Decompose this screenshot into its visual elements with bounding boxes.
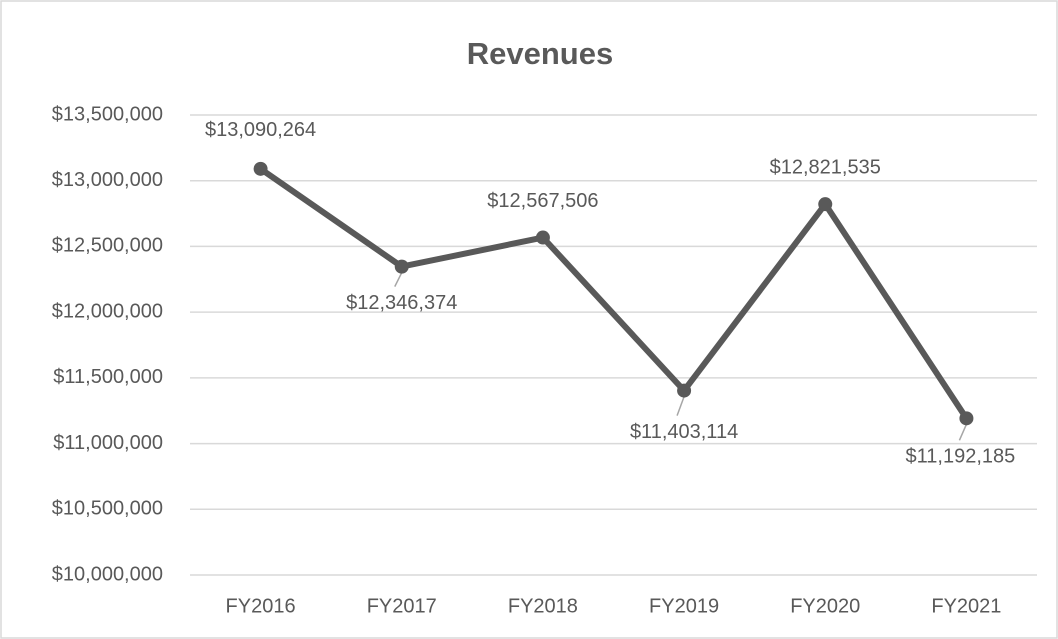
data-point	[818, 197, 833, 212]
data-point	[253, 161, 268, 176]
data-point	[677, 383, 692, 398]
data-line	[258, 166, 969, 420]
data-point	[959, 411, 974, 426]
data-point	[535, 230, 550, 245]
data-label: $11,403,114	[630, 421, 738, 443]
y-tick-label: $13,000,000	[52, 169, 163, 191]
x-tick-label: FY2021	[931, 595, 1001, 617]
x-tick-label: FY2020	[790, 595, 860, 617]
y-tick-label: $12,500,000	[52, 235, 163, 257]
y-tick-label: $12,000,000	[52, 300, 163, 322]
data-label: $11,192,185	[906, 446, 1016, 468]
x-tick-label: FY2017	[367, 595, 437, 617]
leader-line	[958, 424, 968, 441]
data-label: $12,821,535	[770, 156, 881, 178]
y-tick-label: $11,000,000	[53, 432, 163, 454]
data-point	[394, 259, 409, 274]
chart-title: Revenues	[467, 36, 613, 71]
leader-line	[676, 396, 685, 416]
x-tick-label: FY2019	[649, 595, 719, 617]
x-tick-label: FY2016	[226, 595, 296, 617]
data-label: $12,346,374	[346, 292, 457, 314]
y-tick-label: $11,500,000	[53, 366, 163, 388]
y-tick-label: $10,000,000	[52, 563, 163, 585]
y-tick-label: $13,500,000	[52, 103, 163, 125]
x-tick-label: FY2018	[508, 595, 578, 617]
data-label: $13,090,264	[205, 119, 316, 141]
data-label: $12,567,506	[487, 190, 598, 212]
leader-line	[394, 272, 403, 287]
y-tick-label: $10,500,000	[52, 498, 163, 520]
